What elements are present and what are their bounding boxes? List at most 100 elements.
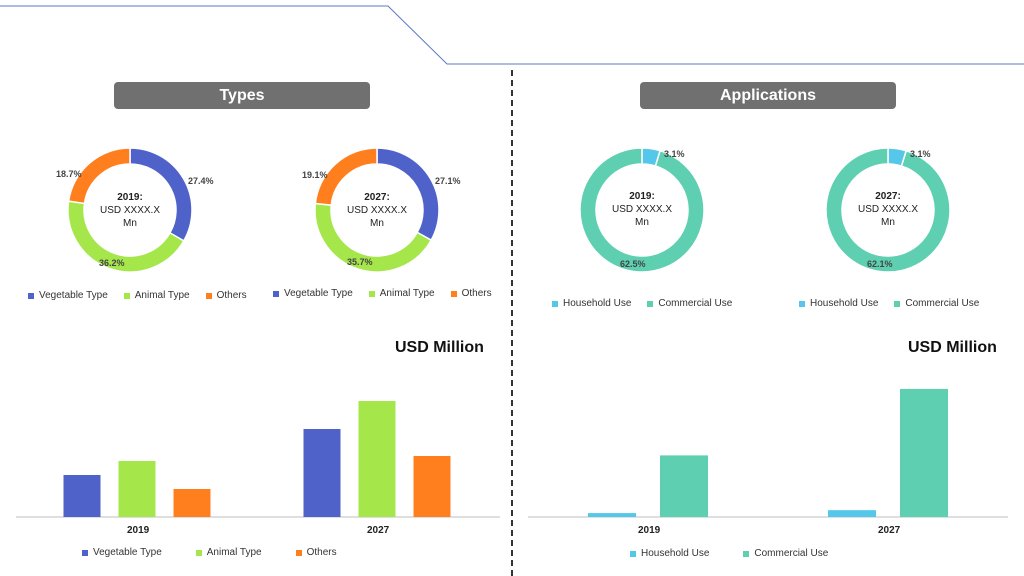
legend-item-commercial: Commercial Use — [647, 298, 732, 309]
legend-swatch — [273, 290, 279, 297]
donut-value: USD XXXX.X — [857, 204, 919, 215]
legend-label: Others — [216, 290, 247, 301]
legend-item-animal: Animal Type — [368, 288, 435, 299]
bar-animal-2019 — [118, 461, 156, 517]
donut-charts — [67, 147, 951, 273]
pct-label-animal: 35.7% — [347, 257, 373, 267]
legend-swatch — [82, 549, 88, 556]
legend-apps-2019: Household Use Commercial Use — [552, 298, 748, 309]
donut-unit: Mn — [881, 217, 895, 228]
legend-swatch — [552, 300, 558, 307]
section-divider — [511, 70, 513, 576]
bar-commercial-2019 — [660, 455, 708, 517]
legend-label: Animal Type — [206, 547, 262, 558]
donut-year: 2027: — [875, 191, 901, 202]
bar-category-label: 2019 — [638, 525, 661, 536]
legend-label: Animal Type — [134, 290, 190, 301]
types-title: Types — [114, 82, 370, 109]
legend-label: Commercial Use — [658, 298, 733, 309]
donut-center-apps-2019: 2019: USD XXXX.X Mn — [602, 190, 682, 229]
legend-item-others: Others — [205, 290, 247, 301]
donut-unit: Mn — [123, 218, 137, 229]
donut-unit: Mn — [635, 217, 649, 228]
legend-swatch — [368, 290, 375, 297]
legend-label: Commercial Use — [754, 548, 829, 559]
legend-types-2019: Vegetable Type Animal Type Others — [28, 290, 263, 301]
legend-swatch — [123, 292, 130, 299]
bar-vegetable-2019 — [63, 475, 101, 517]
legend-swatch — [450, 290, 457, 297]
legend-item-commercial: Commercial Use — [743, 548, 828, 559]
legend-apps-2027: Household Use Commercial Use — [799, 298, 995, 309]
legend-item-commercial: Commercial Use — [894, 298, 979, 309]
legend-swatch — [28, 292, 34, 299]
legend-label: Vegetable Type — [93, 547, 162, 558]
bar-category-label: 2019 — [127, 525, 150, 536]
legend-swatch — [799, 300, 805, 307]
donut-value: USD XXXX.X — [99, 205, 161, 216]
pct-label-animal: 36.2% — [99, 258, 125, 268]
legend-item-household: Household Use — [552, 298, 631, 309]
bar-household-2027 — [828, 510, 876, 517]
usd-million-label-types: USD Million — [395, 339, 484, 356]
donut-year: 2027: — [364, 192, 390, 203]
legend-swatch — [195, 549, 202, 556]
pct-label-household: 3.1% — [664, 149, 685, 159]
legend-label: Vegetable Type — [39, 290, 108, 301]
donut-slice-others — [314, 147, 378, 206]
legend-item-animal: Animal Type — [123, 290, 190, 301]
legend-swatch — [894, 300, 901, 307]
bar-category-label: 2027 — [367, 525, 390, 536]
legend-types-bar: Vegetable Type Animal Type Others — [82, 547, 353, 558]
legend-label: Others — [306, 547, 337, 558]
legend-item-vegetable: Vegetable Type — [28, 290, 108, 301]
pct-label-vegetable: 27.4% — [188, 176, 214, 186]
pct-label-household: 3.1% — [910, 149, 931, 159]
header-decoration — [0, 5, 1024, 65]
pct-label-vegetable: 27.1% — [435, 176, 461, 186]
bar-category-label: 2027 — [878, 525, 901, 536]
usd-million-label-applications: USD Million — [908, 339, 997, 356]
legend-swatch — [295, 549, 302, 556]
bar-vegetable-2027 — [303, 429, 341, 517]
pct-label-others: 18.7% — [56, 169, 82, 179]
legend-item-vegetable: Vegetable Type — [82, 547, 162, 558]
legend-item-household: Household Use — [630, 548, 709, 559]
donut-slice-commercial — [825, 147, 951, 273]
legend-label: Household Use — [563, 298, 632, 309]
legend-swatch — [743, 550, 750, 557]
legend-label: Commercial Use — [905, 298, 980, 309]
legend-swatch — [205, 292, 212, 299]
legend-item-vegetable: Vegetable Type — [273, 288, 353, 299]
donut-value: USD XXXX.X — [346, 205, 408, 216]
donut-year: 2019: — [117, 192, 143, 203]
donut-value: USD XXXX.X — [611, 204, 673, 215]
bar-household-2019 — [588, 513, 636, 517]
legend-item-others: Others — [295, 547, 337, 558]
legend-item-household: Household Use — [799, 298, 878, 309]
pct-label-others: 19.1% — [302, 170, 328, 180]
donut-center-types-2027: 2027: USD XXXX.X Mn — [337, 191, 417, 230]
applications-title: Applications — [640, 82, 896, 109]
legend-item-animal: Animal Type — [195, 547, 262, 558]
donut-center-types-2019: 2019: USD XXXX.X Mn — [90, 191, 170, 230]
legend-swatch — [630, 550, 636, 557]
donut-slice-others — [67, 147, 131, 205]
legend-types-2027: Vegetable Type Animal Type Others — [273, 288, 508, 299]
pct-label-commercial: 62.5% — [620, 259, 646, 269]
donut-center-apps-2027: 2027: USD XXXX.X Mn — [848, 190, 928, 229]
legend-label: Animal Type — [379, 288, 435, 299]
bar-others-2027 — [413, 456, 451, 517]
donut-unit: Mn — [370, 218, 384, 229]
pct-label-commercial: 62.1% — [867, 259, 893, 269]
donut-slice-commercial — [579, 147, 705, 273]
legend-item-others: Others — [450, 288, 492, 299]
legend-label: Household Use — [641, 548, 710, 559]
bar-animal-2027 — [358, 401, 396, 517]
legend-label: Household Use — [810, 298, 879, 309]
donut-year: 2019: — [629, 191, 655, 202]
bar-commercial-2027 — [900, 388, 948, 517]
legend-label: Others — [461, 288, 492, 299]
legend-label: Vegetable Type — [284, 288, 353, 299]
